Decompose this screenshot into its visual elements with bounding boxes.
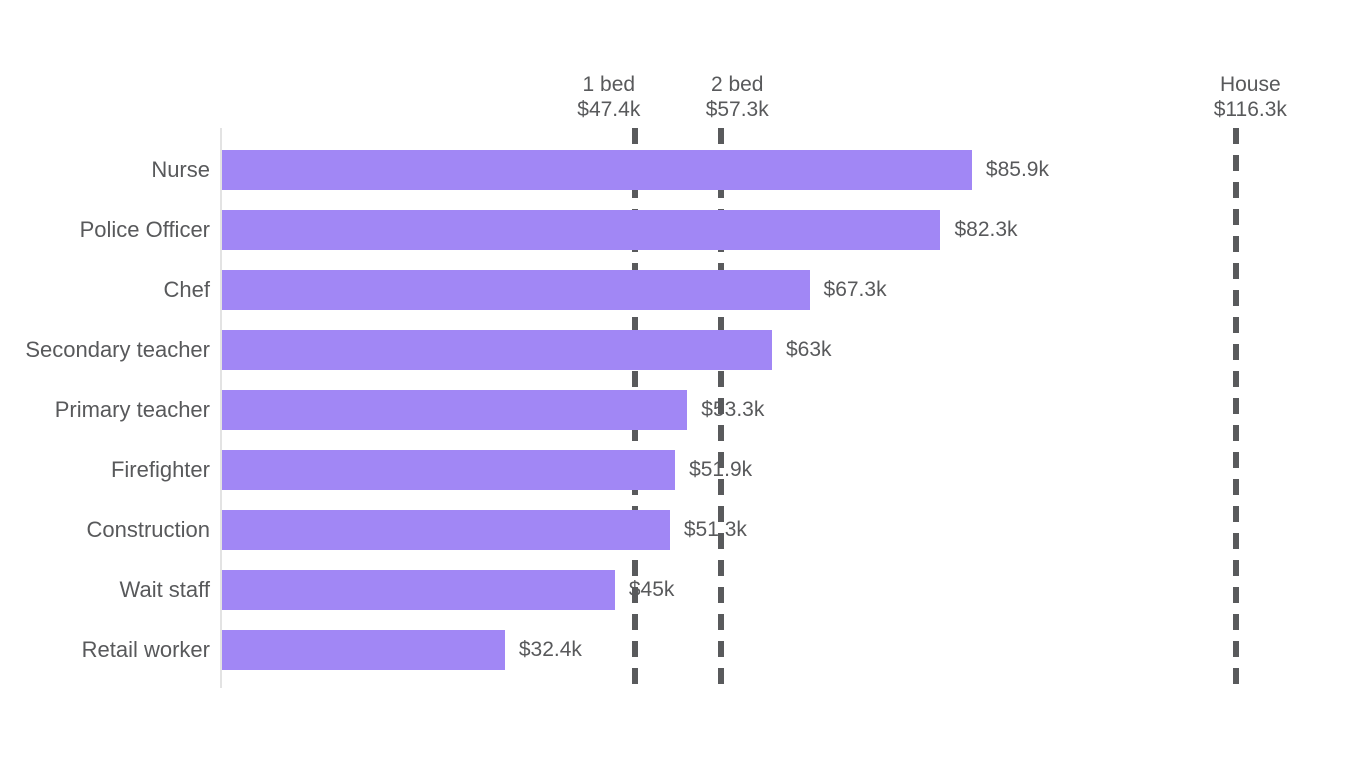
bar-row: Wait staff $45k [0,560,1366,620]
value-label: $82.3k [954,218,1018,241]
category-label: Firefighter [110,457,210,482]
bar [222,570,615,610]
bar [222,510,670,550]
category-label: Nurse [151,157,210,182]
reference-line-label: House $116.3k [1214,72,1287,122]
bar-row: Nurse $85.9k [0,140,1366,200]
y-axis-line [220,128,222,688]
bar-row: Firefighter $51.9k [0,440,1366,500]
reference-line-name: 1 bed [582,73,636,96]
category-label: Secondary teacher [25,337,210,362]
bar-rows: Nurse $85.9k Police Officer $82.3k Chef $67.3… [0,140,1366,680]
value-label: $67.3k [823,278,887,301]
bar [222,210,941,250]
reference-line-label: 1 bed $47.4k [577,72,640,122]
value-label: $32.4k [518,638,582,661]
bar-row: Retail worker $32.4k [0,620,1366,680]
category-label: Chef [163,277,210,302]
reference-line-label: 2 bed $57.3k [706,72,769,122]
category-label: Retail worker [81,637,210,662]
bar [222,330,772,370]
value-label: $63k [785,338,832,361]
reference-line-value: $116.3k [1213,98,1287,121]
reference-line [1233,128,1240,693]
bar-row: Primary teacher $53.3k [0,380,1366,440]
reference-line-value: $47.4k [577,98,641,121]
value-label: $51.3k [683,518,747,541]
bar [222,390,688,430]
bar-row: Chef $67.3k [0,260,1366,320]
reference-line-name: 2 bed [710,73,764,96]
reference-line [718,128,725,693]
category-label: Construction [86,517,210,542]
bar [222,630,505,670]
bar [222,150,972,190]
bar [222,450,676,490]
category-label: Police Officer [79,217,210,242]
bar-row: Secondary teacher $63k [0,320,1366,380]
bar-row: Construction $51.3k [0,500,1366,560]
value-label: $85.9k [985,158,1049,181]
bar [222,270,810,310]
reference-line-name: House [1219,73,1281,96]
category-label: Primary teacher [54,397,210,422]
value-label: $53.3k [701,398,765,421]
category-label: Wait staff [119,577,210,602]
value-label: $51.9k [689,458,753,481]
reference-line-value: $57.3k [705,98,769,121]
bar-row: Police Officer $82.3k [0,200,1366,260]
value-label: $45k [628,578,675,601]
